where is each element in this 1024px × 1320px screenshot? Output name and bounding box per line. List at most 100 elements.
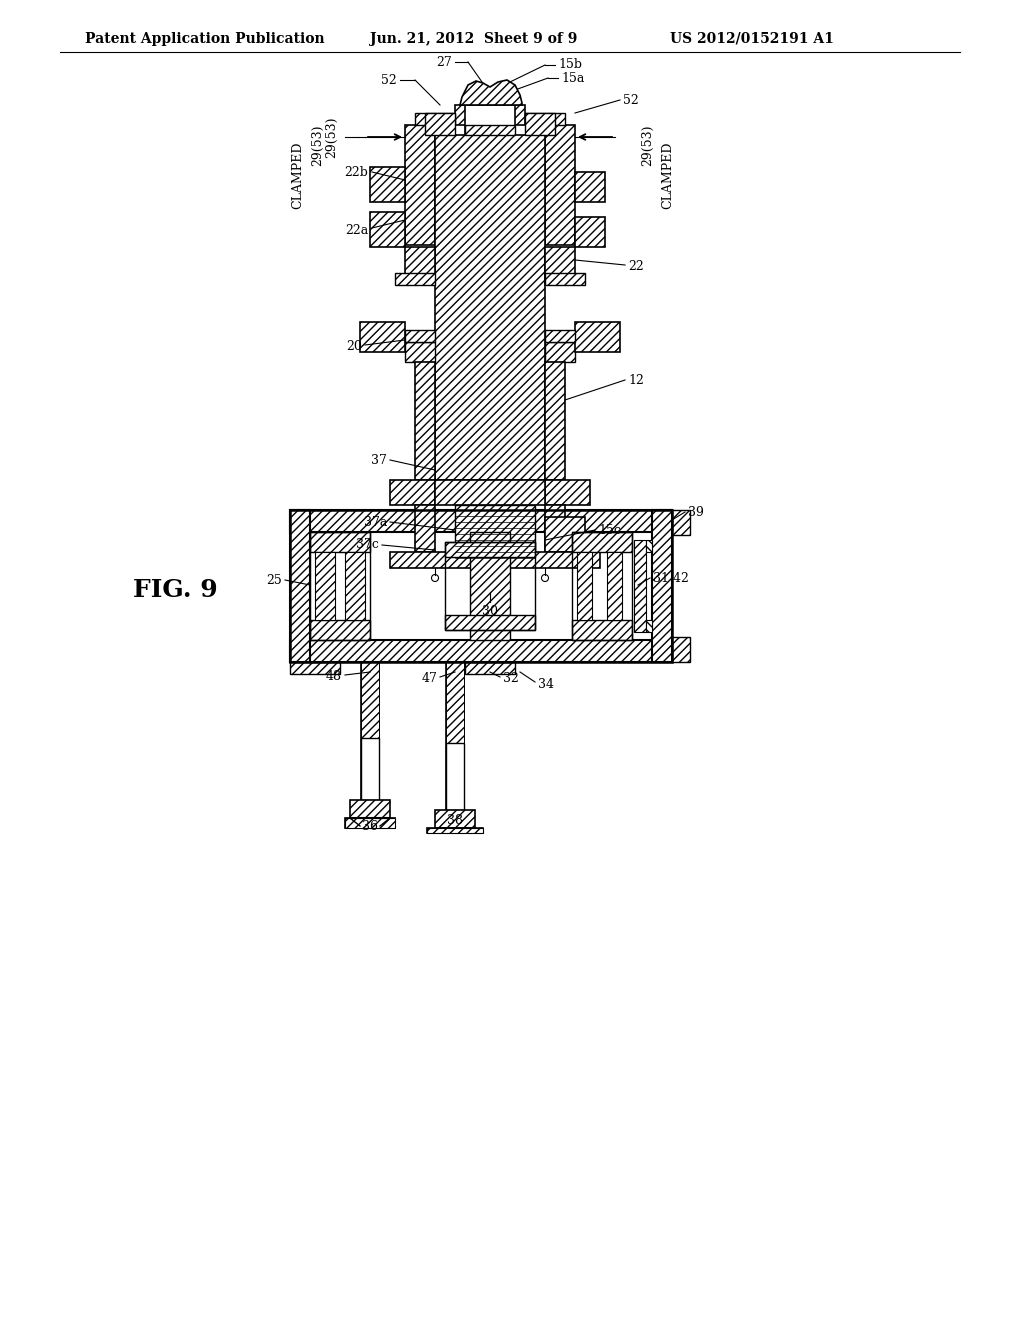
Text: 15a: 15a	[561, 71, 585, 84]
Bar	[455, 506, 535, 560]
Bar	[607, 552, 622, 620]
Bar	[406, 342, 435, 362]
Bar	[427, 828, 483, 833]
Bar	[406, 330, 435, 342]
Bar	[652, 510, 672, 663]
Bar	[545, 362, 565, 480]
Bar	[525, 114, 555, 135]
Bar	[370, 168, 406, 202]
Text: 27: 27	[436, 55, 452, 69]
Text: 37a: 37a	[364, 516, 387, 528]
Bar	[310, 532, 370, 552]
Bar	[575, 216, 605, 247]
Bar	[415, 362, 435, 480]
Bar	[415, 114, 455, 125]
Text: 22b: 22b	[344, 165, 368, 178]
Bar	[465, 106, 515, 135]
Bar	[545, 330, 575, 342]
Bar	[470, 532, 510, 640]
Text: 29(53): 29(53)	[311, 124, 325, 166]
Text: FIG. 9: FIG. 9	[133, 578, 217, 602]
Bar	[435, 135, 545, 480]
Bar	[350, 818, 380, 826]
Text: 37: 37	[371, 454, 387, 466]
Text: Jun. 21, 2012  Sheet 9 of 9: Jun. 21, 2012 Sheet 9 of 9	[370, 32, 578, 46]
Bar	[445, 615, 535, 630]
Bar	[572, 532, 632, 640]
Bar	[646, 620, 652, 632]
Bar	[455, 106, 525, 125]
Bar	[545, 247, 575, 285]
Bar	[370, 213, 406, 247]
Bar	[345, 552, 365, 620]
Bar	[350, 800, 390, 818]
Bar	[435, 810, 475, 828]
Text: 34: 34	[538, 677, 554, 690]
Bar	[445, 543, 535, 557]
Bar	[390, 552, 600, 568]
Bar	[446, 663, 464, 743]
Text: 37c: 37c	[356, 539, 379, 552]
Bar	[435, 480, 545, 506]
Bar	[445, 543, 535, 630]
Bar	[572, 532, 632, 552]
Bar	[290, 510, 310, 663]
Bar	[360, 322, 406, 352]
Bar	[545, 480, 590, 506]
Text: 52: 52	[623, 94, 639, 107]
Bar	[415, 506, 435, 552]
Text: 20: 20	[346, 341, 362, 354]
Text: 22a: 22a	[345, 223, 368, 236]
Text: 30: 30	[482, 605, 498, 618]
Text: 32: 32	[503, 672, 519, 685]
Text: CLAMPED: CLAMPED	[662, 141, 675, 209]
Bar	[315, 552, 335, 620]
Bar	[310, 532, 370, 640]
Bar	[361, 663, 379, 738]
Bar	[406, 247, 435, 285]
Bar	[345, 818, 395, 828]
Bar	[390, 480, 435, 506]
Text: 12: 12	[628, 374, 644, 387]
Bar	[646, 540, 652, 552]
Text: 25: 25	[266, 573, 282, 586]
Bar	[672, 638, 690, 663]
Bar	[345, 818, 395, 828]
Text: 38: 38	[447, 813, 463, 826]
Bar	[672, 510, 690, 535]
Bar	[577, 552, 592, 620]
Bar	[545, 506, 565, 552]
Bar	[634, 540, 646, 632]
Text: 52: 52	[381, 74, 397, 87]
Text: 22: 22	[628, 260, 644, 273]
Bar	[575, 172, 605, 202]
Bar	[361, 738, 379, 800]
Bar	[525, 114, 565, 125]
Text: 31 42: 31 42	[653, 572, 689, 585]
Bar	[395, 273, 435, 285]
Bar	[290, 510, 672, 532]
Bar	[545, 517, 585, 552]
Bar	[465, 125, 515, 135]
Bar	[427, 828, 483, 833]
Bar	[545, 342, 575, 362]
Bar	[545, 125, 575, 246]
Polygon shape	[460, 81, 522, 106]
Text: US 2012/0152191 A1: US 2012/0152191 A1	[670, 32, 834, 46]
Bar	[446, 743, 464, 810]
Bar	[572, 620, 632, 640]
Text: 39: 39	[688, 506, 703, 519]
Text: 47: 47	[421, 672, 437, 685]
Text: 15c: 15c	[598, 524, 621, 536]
Text: 29(53): 29(53)	[325, 116, 338, 158]
Text: 15b: 15b	[558, 58, 582, 71]
Text: 48: 48	[326, 671, 342, 684]
Text: CLAMPED: CLAMPED	[292, 141, 304, 209]
Bar	[575, 322, 620, 352]
Bar	[406, 125, 435, 246]
Bar	[290, 663, 340, 675]
Bar	[545, 273, 585, 285]
Bar	[290, 510, 672, 663]
Text: Patent Application Publication: Patent Application Publication	[85, 32, 325, 46]
Bar	[310, 620, 370, 640]
